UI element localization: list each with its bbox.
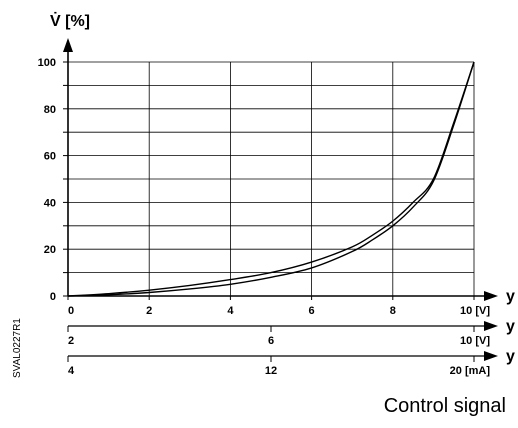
y-tick-label: 0: [50, 291, 56, 303]
x-tick-label: 4: [227, 305, 234, 317]
x-tick-label: 12: [265, 365, 277, 377]
curves: [67, 61, 475, 297]
labels: 0 20 40 60 80 100 y 0 2 4 6 8 10 [V] y 2 6 10 [V] y 4 12 20 …: [38, 57, 515, 377]
x-axis-arrow-3: [484, 351, 498, 361]
x-axis-arrow-2: [484, 321, 498, 331]
x-tick-label: 10 [V]: [460, 305, 490, 317]
y-tick-label: 100: [38, 57, 56, 69]
y-tick-label: 80: [44, 104, 56, 116]
x-tick-label: 6: [309, 305, 315, 317]
x-axis-title-2: y: [506, 318, 515, 335]
grid: [68, 61, 475, 296]
x-tick-label: 2: [146, 305, 152, 317]
figure-code: SVAL0227R1: [12, 318, 23, 378]
x-tick-label: 2: [68, 335, 74, 347]
x-tick-label: 0: [68, 305, 74, 317]
axes: [63, 38, 498, 362]
x-tick-label: 8: [390, 305, 396, 317]
control-signal-caption: Control signal: [383, 395, 506, 417]
x-tick-label: 10 [V]: [460, 335, 490, 347]
x-tick-label: 20 [mA]: [450, 365, 491, 377]
curve-2: [67, 61, 475, 297]
curve-1: [67, 61, 475, 297]
x-tick-label: 4: [68, 365, 75, 377]
y-tick-label: 60: [44, 151, 56, 163]
y-tick-label: 20: [44, 244, 56, 256]
y-axis-arrow: [63, 38, 73, 52]
y-tick-label: 40: [44, 197, 56, 209]
x-tick-label: 6: [268, 335, 274, 347]
x-axis-arrow-1: [484, 291, 498, 301]
x-axis-title-3: y: [506, 348, 515, 365]
x-axis-title-1: y: [506, 288, 515, 305]
y-axis-label: V̇ [%]: [50, 12, 90, 30]
